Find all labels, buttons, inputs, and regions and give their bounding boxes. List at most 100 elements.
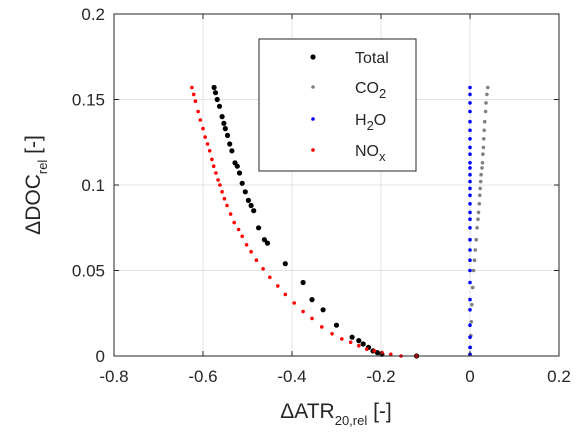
data-point-h2o [468, 101, 472, 105]
data-point-nox [228, 212, 233, 216]
series-h2o [468, 85, 472, 357]
data-point-nox [357, 343, 361, 348]
data-point-h2o [468, 202, 472, 206]
x-tick-label: -0.8 [99, 367, 128, 386]
data-point-h2o [468, 161, 472, 165]
data-point-total [264, 240, 271, 246]
data-point-nox [236, 227, 241, 232]
data-point-h2o [468, 128, 472, 133]
data-point-h2o [468, 152, 472, 156]
data-point-total [224, 132, 231, 138]
legend: Total CO2 H2O NOx [258, 38, 417, 172]
series-total [211, 84, 420, 359]
legend-marker-h2o [311, 117, 315, 121]
data-point-total [222, 126, 228, 132]
data-point-nox [207, 149, 212, 153]
data-point-co2 [484, 101, 488, 105]
data-point-h2o [468, 109, 472, 114]
y-tick-label: 0.15 [72, 91, 105, 110]
data-point-co2 [476, 210, 481, 215]
data-point-total [300, 279, 306, 286]
data-point-total [245, 197, 251, 203]
data-point-h2o [468, 145, 472, 150]
data-point-co2 [479, 172, 483, 177]
data-point-h2o [468, 217, 472, 221]
data-point-nox [205, 142, 210, 146]
data-point-nox [310, 316, 314, 321]
x-axis-label: ΔATR20,rel [-] [280, 400, 392, 428]
data-point-nox [283, 292, 288, 297]
data-point-total [261, 237, 267, 243]
legend-box [258, 38, 417, 172]
data-point-co2 [486, 85, 490, 90]
data-point-nox [196, 109, 200, 114]
data-point-h2o [468, 186, 472, 191]
data-point-nox [222, 196, 227, 201]
legend-label-h2o: H2O [355, 112, 386, 133]
data-point-nox [348, 340, 353, 345]
data-point-co2 [478, 179, 483, 184]
data-point-total [256, 225, 262, 231]
series-nox [190, 85, 419, 358]
y-axis-label: ΔDOCrel [-] [22, 135, 50, 235]
data-point-nox [220, 190, 224, 194]
data-point-nox [254, 258, 259, 263]
legend-label-co2: CO2 [355, 80, 386, 101]
data-point-co2 [471, 268, 476, 273]
data-point-co2 [482, 128, 487, 133]
data-point-h2o [468, 297, 472, 302]
x-tick-label: -0.2 [366, 367, 395, 386]
data-point-nox [249, 249, 253, 254]
data-point-total [234, 163, 240, 169]
data-point-co2 [480, 161, 485, 165]
x-tick-label: 0 [465, 367, 474, 386]
data-point-h2o [468, 172, 472, 177]
data-point-total [251, 208, 257, 214]
data-point-total [349, 334, 355, 340]
data-point-nox [218, 183, 222, 187]
data-point-total [333, 322, 340, 328]
data-point-nox [240, 234, 244, 239]
data-point-co2 [477, 202, 482, 206]
axis-ticks: -0.8 -0.6 -0.4 -0.2 0 0.2 0 0.05 0.1 0.15 0.2 [72, 5, 571, 386]
data-point-nox [268, 275, 272, 280]
data-point-co2 [481, 145, 486, 150]
data-point-co2 [473, 248, 478, 252]
data-point-co2 [478, 186, 483, 191]
data-point-co2 [469, 320, 474, 324]
data-point-h2o [468, 85, 472, 90]
data-point-total [211, 84, 217, 91]
data-point-h2o [468, 258, 472, 263]
data-point-nox [276, 284, 280, 288]
data-point-nox [203, 135, 207, 139]
data-point-co2 [478, 193, 482, 198]
data-point-co2 [482, 119, 487, 124]
data-point-nox [340, 337, 344, 341]
data-point-h2o [468, 226, 472, 230]
data-point-h2o [468, 280, 472, 285]
data-point-h2o [468, 268, 472, 273]
data-point-h2o [468, 345, 472, 350]
data-point-nox [372, 349, 377, 353]
legend-label-nox: NOx [355, 143, 386, 164]
data-series [190, 84, 490, 359]
data-point-total [360, 341, 366, 347]
x-tick-label: -0.4 [277, 367, 306, 386]
data-point-co2 [474, 237, 479, 242]
data-point-total [229, 148, 235, 154]
data-point-co2 [470, 285, 475, 290]
data-point-h2o [468, 92, 472, 97]
data-point-co2 [482, 137, 486, 141]
data-point-nox [320, 325, 324, 329]
data-point-h2o [468, 237, 472, 242]
data-point-h2o [468, 335, 472, 340]
data-point-nox [191, 92, 196, 97]
data-point-total [221, 120, 227, 126]
data-point-nox [330, 332, 334, 336]
data-point-nox [389, 352, 393, 357]
data-point-nox [214, 171, 218, 175]
x-tick-label: 0.2 [547, 367, 571, 386]
data-point-nox [244, 243, 249, 247]
data-point-total [227, 141, 233, 147]
data-point-h2o [468, 308, 472, 312]
